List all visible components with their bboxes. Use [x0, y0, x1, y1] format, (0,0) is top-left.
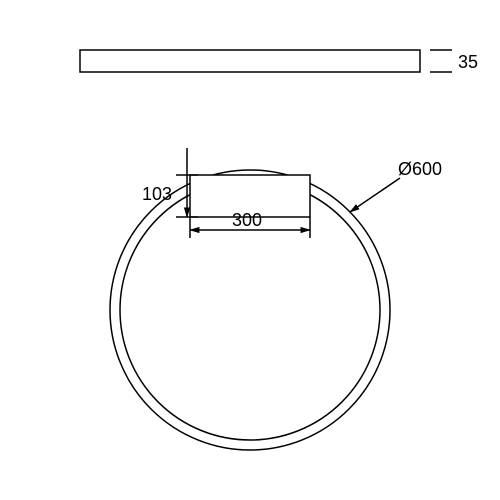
dim-103-text: 103: [142, 184, 172, 204]
technical-drawing: 35 103 300 Ø600: [0, 0, 500, 500]
dim-35-text: 35: [458, 52, 478, 72]
dim-300-text: 300: [232, 210, 262, 230]
side-view-rect: [80, 50, 420, 72]
dim-600-text: Ø600: [398, 159, 442, 179]
dim-600-leader: [350, 178, 400, 212]
